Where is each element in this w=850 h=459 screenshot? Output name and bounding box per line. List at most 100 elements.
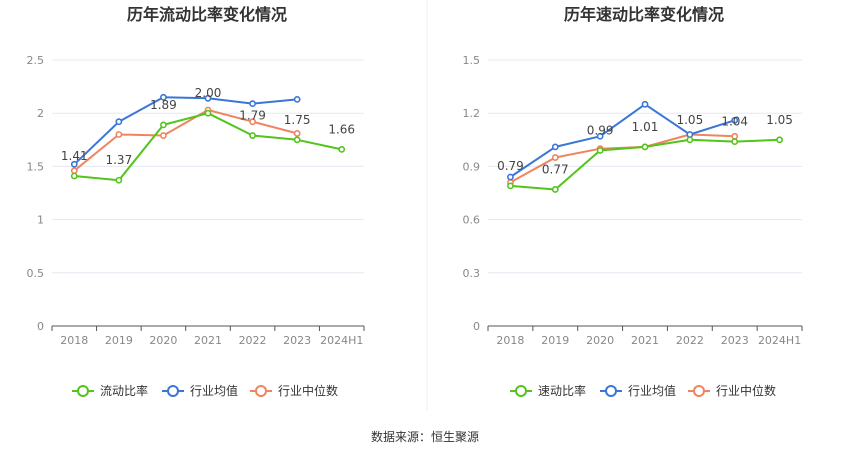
- legend-item-avg: 行业均值: [162, 383, 238, 398]
- y-tick-label: 2.5: [27, 54, 45, 67]
- legend-item-median: 行业中位数: [688, 383, 776, 398]
- data-point-avg: [596, 132, 604, 140]
- y-tick-label: 1.5: [27, 160, 45, 173]
- x-tick-label: 2019: [105, 334, 133, 347]
- data-label: 1.04: [721, 115, 748, 129]
- data-point-median: [160, 132, 167, 139]
- data-point-company: [641, 143, 649, 151]
- legend-item-median: 行业中位数: [250, 383, 338, 398]
- data-point-company: [731, 138, 739, 145]
- data-point-avg: [551, 143, 559, 151]
- data-point-company: [70, 172, 78, 180]
- y-tick-label: 1: [37, 214, 44, 227]
- data-label: 1.66: [328, 122, 355, 136]
- data-point-company: [160, 121, 167, 129]
- data-point-company: [776, 136, 783, 144]
- y-tick-label: 0.6: [463, 214, 481, 227]
- legend-marker: [255, 385, 267, 397]
- chart-1: 历年流动比率变化情况 0 0.5 1 1.5 2 2.5 2018 2019 2020 2021 20…: [27, 5, 365, 398]
- x-tick-label: 2022: [239, 334, 267, 347]
- chart-2: 历年速动比率变化情况 0 0.3 0.6 0.9 1.2 1.5 2018 2019 2020 20…: [463, 5, 803, 398]
- data-point-company: [596, 147, 604, 154]
- data-point-median: [70, 167, 78, 175]
- data-label: 0.79: [497, 159, 524, 173]
- data-label: 1.41: [61, 149, 88, 163]
- data-point-company: [551, 186, 559, 193]
- data-point-median: [249, 118, 256, 126]
- data-label: 1.01: [632, 120, 659, 134]
- data-point-company: [204, 109, 212, 117]
- data-point-avg: [70, 160, 78, 168]
- x-tick-label: 2019: [541, 334, 569, 347]
- legend-label: 行业均值: [190, 383, 238, 398]
- legend-item-company: 流动比率: [72, 383, 148, 398]
- y-tick-label: 2: [37, 107, 44, 120]
- data-point-median: [115, 131, 123, 138]
- y-tick-label: 0: [37, 320, 44, 333]
- x-tick-label: 2024H1: [320, 334, 363, 347]
- y-tick-label: 0.5: [27, 267, 45, 280]
- data-label: 1.05: [676, 113, 703, 127]
- legend-label: 行业中位数: [716, 383, 776, 398]
- data-label: 2.00: [195, 86, 222, 100]
- x-tick-label: 2022: [676, 334, 704, 347]
- series-line-avg: [509, 103, 736, 178]
- chart-title: 历年速动比率变化情况: [564, 5, 724, 24]
- y-tick-label: 0.3: [463, 267, 481, 280]
- x-tick-label: 2024H1: [758, 334, 801, 347]
- data-point-company: [249, 132, 256, 139]
- data-point-avg: [249, 100, 256, 108]
- series-line-avg: [73, 96, 298, 166]
- data-point-company: [686, 136, 694, 144]
- x-tick-label: 2018: [496, 334, 524, 347]
- legend-marker: [167, 385, 179, 397]
- data-label: 0.99: [587, 123, 614, 137]
- data-point-avg: [160, 93, 167, 101]
- data-point-median: [293, 130, 301, 137]
- legend-label: 速动比率: [538, 383, 586, 398]
- data-label: 0.77: [542, 162, 569, 176]
- legend-label: 行业中位数: [278, 383, 338, 398]
- data-label: 1.37: [105, 153, 132, 167]
- x-tick-label: 2021: [631, 334, 659, 347]
- x-tick-label: 2020: [149, 334, 177, 347]
- legend-label: 行业均值: [628, 383, 676, 398]
- legend-marker: [77, 385, 89, 397]
- data-label: 1.05: [766, 113, 793, 127]
- legend-marker: [605, 385, 617, 397]
- data-label: 1.89: [150, 98, 177, 112]
- data-point-avg: [115, 118, 123, 126]
- y-tick-label: 0.9: [463, 160, 481, 173]
- data-point-avg: [293, 95, 301, 103]
- data-point-avg: [731, 116, 739, 124]
- data-point-company: [293, 136, 301, 144]
- data-point-company: [115, 176, 123, 184]
- x-tick-label: 2020: [586, 334, 614, 347]
- x-tick-label: 2018: [60, 334, 88, 347]
- x-tick-label: 2023: [283, 334, 311, 347]
- y-tick-label: 1.5: [463, 54, 481, 67]
- y-tick-label: 1.2: [463, 107, 481, 120]
- data-point-company: [338, 145, 346, 153]
- data-point-avg: [686, 131, 694, 138]
- legend-item-company: 速动比率: [510, 383, 586, 398]
- chart-title: 历年流动比率变化情况: [127, 5, 287, 24]
- legend-label: 流动比率: [100, 383, 148, 398]
- data-point-avg: [641, 100, 649, 108]
- data-label: 1.79: [239, 109, 266, 123]
- data-source-note: 数据来源：恒生聚源: [370, 430, 479, 444]
- data-point-median: [551, 154, 559, 161]
- data-label: 1.75: [284, 113, 311, 127]
- series-line-median: [73, 109, 298, 172]
- y-tick-label: 0: [473, 320, 480, 333]
- x-tick-label: 2021: [194, 334, 222, 347]
- data-point-avg: [507, 173, 514, 181]
- x-tick-label: 2023: [721, 334, 749, 347]
- data-point-company: [507, 182, 514, 190]
- data-point-avg: [204, 94, 212, 102]
- data-point-median: [731, 132, 739, 140]
- legend-marker: [515, 385, 527, 397]
- legend-item-avg: 行业均值: [600, 383, 676, 398]
- legend-marker: [693, 385, 705, 397]
